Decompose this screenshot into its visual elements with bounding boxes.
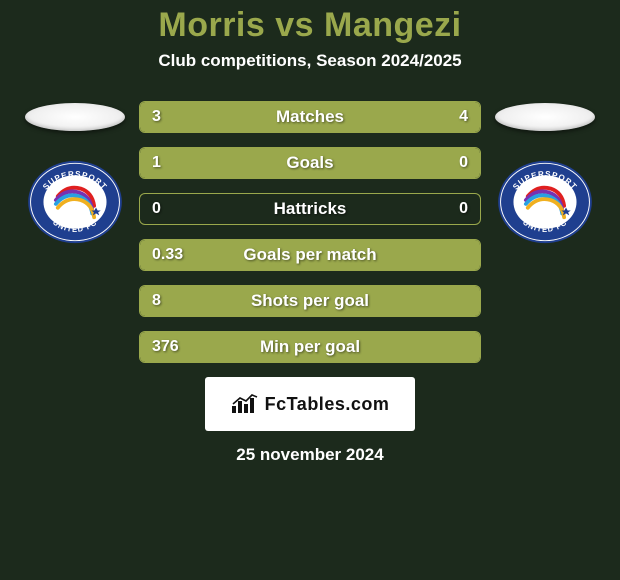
date-label: 25 november 2024 [236, 445, 383, 465]
stat-label: Matches [140, 107, 480, 127]
brand-badge[interactable]: FcTables.com [205, 377, 415, 431]
club-badge-left: SUPERSPORT UNITED FC [26, 159, 124, 245]
stat-label: Hattricks [140, 199, 480, 219]
stat-label: Min per goal [140, 337, 480, 357]
player-avatar-left [25, 103, 125, 131]
subtitle: Club competitions, Season 2024/2025 [158, 51, 461, 71]
comparison-card: Morris vs Mangezi Club competitions, Sea… [0, 0, 620, 580]
player-avatar-right [495, 103, 595, 131]
page-title: Morris vs Mangezi [158, 6, 461, 45]
stat-row: 8Shots per goal [139, 285, 481, 317]
shield-icon: SUPERSPORT UNITED FC [496, 159, 594, 245]
stats-column: 3Matches41Goals00Hattricks00.33Goals per… [139, 101, 481, 363]
stat-label: Goals per match [140, 245, 480, 265]
brand-label: FcTables.com [265, 394, 390, 415]
stat-value-right: 0 [459, 200, 468, 218]
stat-value-right: 4 [459, 108, 468, 126]
right-player-col: SUPERSPORT UNITED FC [495, 101, 595, 245]
stat-row: 0Hattricks0 [139, 193, 481, 225]
stat-value-right: 0 [459, 154, 468, 172]
left-player-col: SUPERSPORT UNITED FC [25, 101, 125, 245]
stat-row: 1Goals0 [139, 147, 481, 179]
stat-row: 376Min per goal [139, 331, 481, 363]
club-badge-right: SUPERSPORT UNITED FC [496, 159, 594, 245]
main-row: SUPERSPORT UNITED FC 3Matches4 [0, 101, 620, 363]
stat-row: 0.33Goals per match [139, 239, 481, 271]
bar-chart-icon [231, 394, 259, 414]
shield-icon: SUPERSPORT UNITED FC [26, 159, 124, 245]
stat-label: Goals [140, 153, 480, 173]
stat-label: Shots per goal [140, 291, 480, 311]
stat-row: 3Matches4 [139, 101, 481, 133]
